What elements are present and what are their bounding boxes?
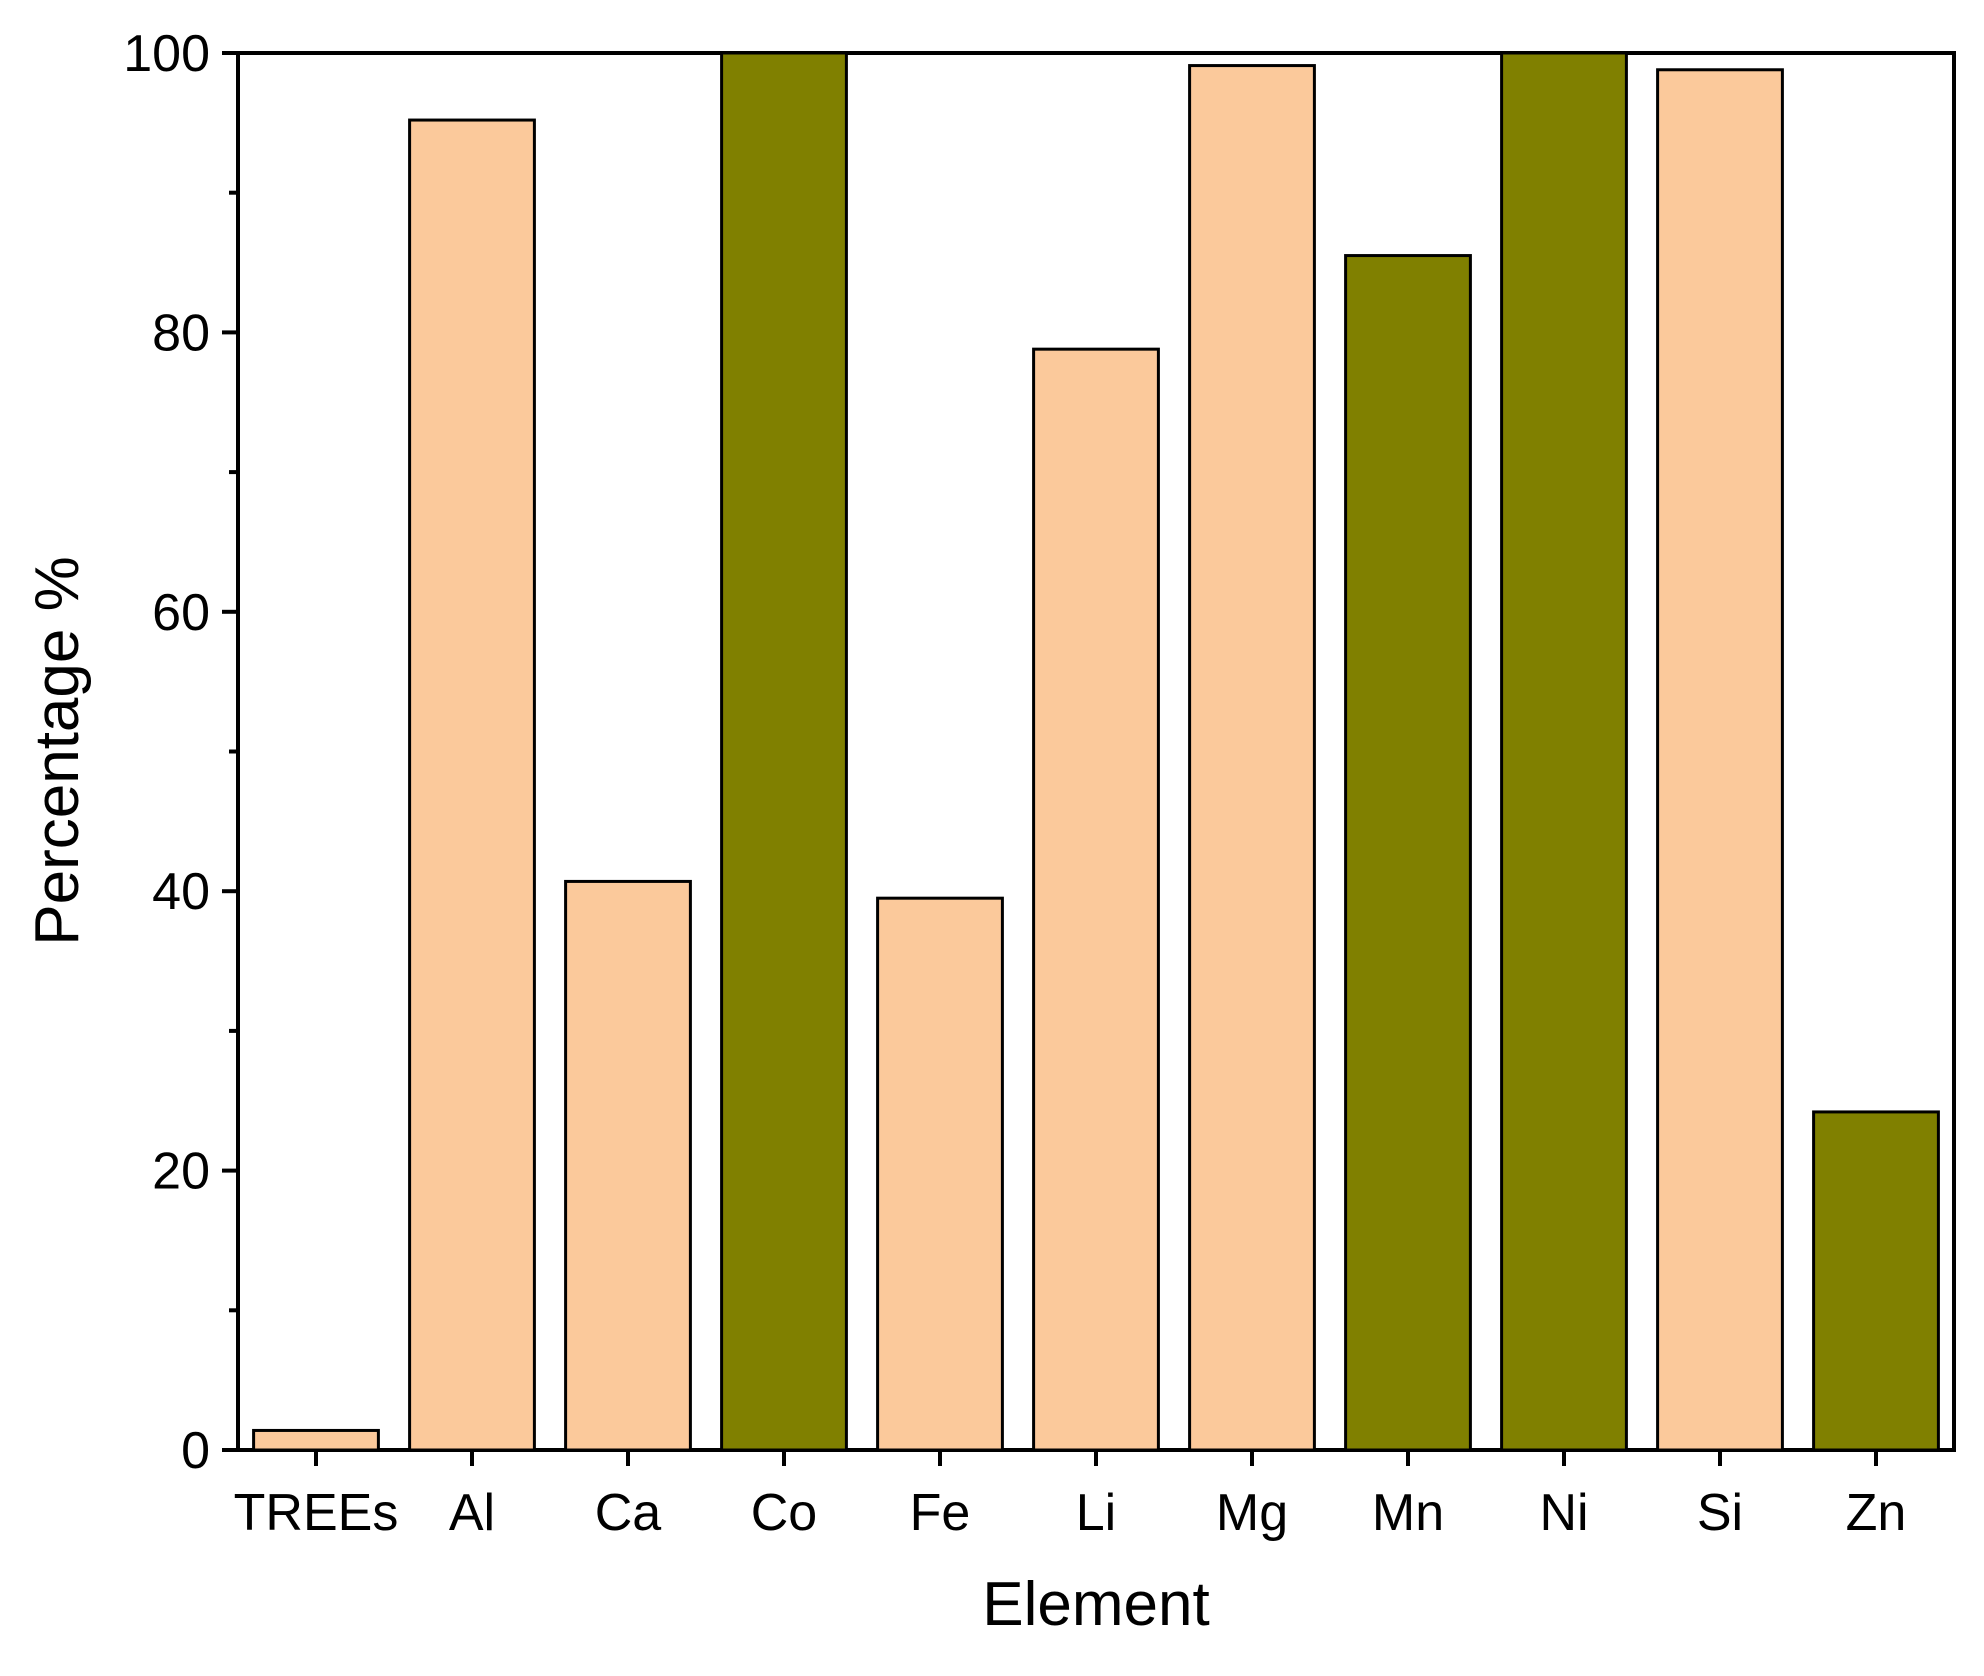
bar-li bbox=[1032, 347, 1160, 1452]
bar-trees bbox=[252, 1428, 380, 1452]
x-tick-label: Ni bbox=[1539, 1484, 1588, 1542]
bar-zn bbox=[1812, 1110, 1940, 1452]
x-tick-label: Zn bbox=[1846, 1484, 1907, 1542]
bar-fe bbox=[876, 896, 1004, 1452]
bars-group bbox=[252, 51, 1940, 1452]
y-tick-label: 40 bbox=[152, 863, 210, 921]
y-tick-label: 100 bbox=[123, 25, 210, 83]
x-tick-label: Co bbox=[751, 1484, 817, 1542]
x-tick-label: Si bbox=[1697, 1484, 1743, 1542]
bar-ni bbox=[1500, 51, 1628, 1452]
y-ticks-group: 0 20 40 60 80 100 bbox=[123, 25, 238, 1480]
y-axis-title: Percentage % bbox=[23, 556, 92, 945]
x-ticks-group: TREEs Al Ca Co Fe Li Mg Mn Ni Si Zn bbox=[234, 1450, 1907, 1542]
x-tick-label: Mg bbox=[1216, 1484, 1288, 1542]
x-axis-title: Element bbox=[982, 1570, 1209, 1639]
x-tick-label: Fe bbox=[910, 1484, 971, 1542]
x-tick-label: Mn bbox=[1372, 1484, 1444, 1542]
x-tick-label: Li bbox=[1076, 1484, 1116, 1542]
bar-mn bbox=[1344, 254, 1472, 1452]
y-tick-label: 60 bbox=[152, 584, 210, 642]
y-tick-label: 20 bbox=[152, 1143, 210, 1201]
x-tick-label: Al bbox=[449, 1484, 495, 1542]
x-tick-label: Ca bbox=[595, 1484, 662, 1542]
y-tick-label: 80 bbox=[152, 304, 210, 362]
x-tick-label: TREEs bbox=[234, 1484, 399, 1542]
bar-si bbox=[1656, 68, 1784, 1452]
bar-mg bbox=[1188, 64, 1316, 1452]
bar-co bbox=[720, 51, 848, 1452]
bar-al bbox=[408, 118, 536, 1452]
y-tick-label: 0 bbox=[181, 1422, 210, 1480]
bar-ca bbox=[564, 879, 692, 1452]
